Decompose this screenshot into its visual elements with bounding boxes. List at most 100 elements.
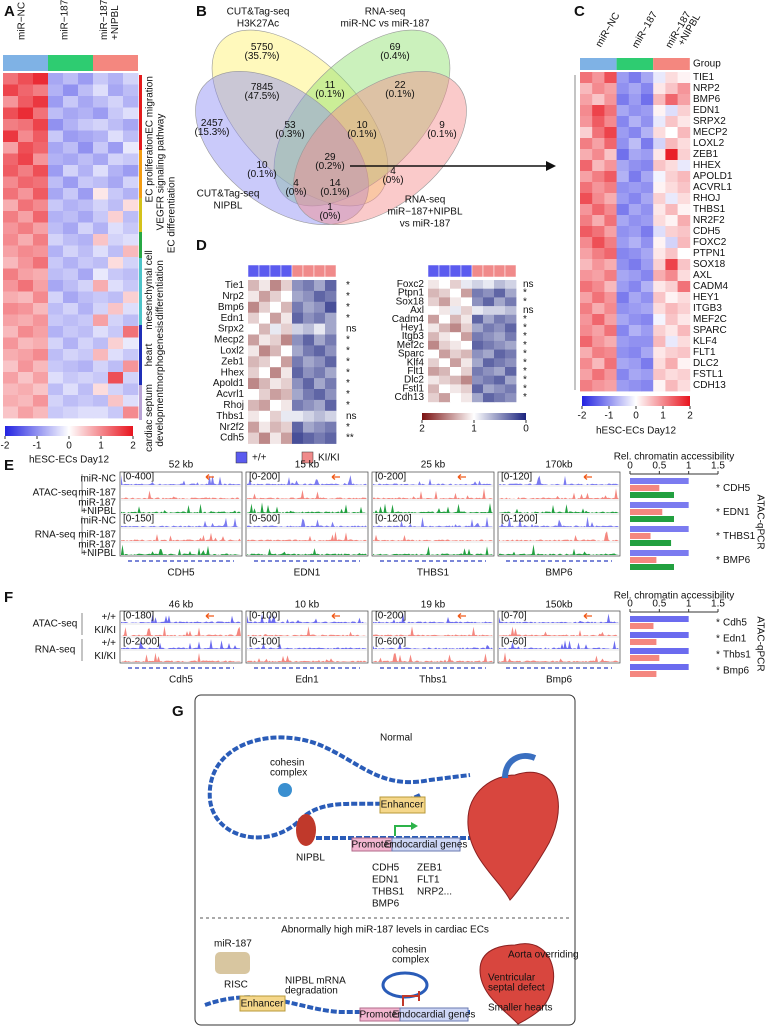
heatmap-cell	[461, 323, 473, 333]
heatmap-cell	[616, 270, 630, 282]
heatmap-cell	[3, 395, 19, 407]
heatmap-cell	[580, 226, 593, 238]
heatmap-cell	[63, 291, 79, 304]
gene-label: Itgb3	[402, 331, 425, 342]
scale-tick-label: 2	[687, 411, 693, 422]
heatmap-cell	[592, 138, 605, 150]
heatmap-cell	[665, 303, 678, 315]
venn-count: (47.5%)	[244, 91, 279, 102]
set-label: CUT&Tag-seq	[227, 7, 290, 18]
heatmap-cell	[665, 182, 678, 194]
heatmap-cell	[665, 380, 678, 392]
activation-arrow	[411, 822, 418, 830]
gene-label: ITGB3	[693, 303, 722, 314]
schematic-label: Aorta overriding	[508, 950, 579, 961]
gene-label: ZEB1	[693, 149, 718, 160]
gene-label: CDH5	[723, 483, 751, 494]
group-bar	[460, 264, 473, 278]
heatmap-cell	[628, 193, 642, 205]
heatmap-cell	[48, 245, 64, 258]
heatmap-cell	[439, 393, 451, 403]
track-label: miR-187	[78, 497, 116, 508]
color-scale	[422, 413, 526, 420]
chart-title: Rel. chromatin accessibility	[614, 452, 735, 463]
heatmap-cell	[78, 153, 94, 166]
heatmap-cell	[63, 406, 79, 419]
heatmap-cell	[483, 393, 495, 403]
heatmap-cell	[48, 199, 64, 212]
tss-arrow	[457, 474, 466, 480]
heatmap-cell	[592, 325, 605, 337]
group-bar	[653, 58, 690, 70]
heatmap-cell	[93, 360, 109, 373]
heatmap-cell	[450, 332, 462, 342]
heatmap-cell	[592, 204, 605, 216]
heatmap-cell	[123, 372, 139, 384]
heatmap-cell	[292, 410, 304, 423]
heatmap-cell	[303, 399, 315, 412]
heatmap-cell	[439, 367, 451, 377]
heatmap-cell	[325, 421, 337, 433]
heatmap-cell	[325, 389, 337, 401]
venn-count: (35.7%)	[244, 51, 279, 62]
heatmap-cell	[580, 314, 593, 326]
locus-size: 46 kb	[169, 600, 194, 611]
significance: *	[716, 666, 720, 677]
column-header: miR−187	[630, 9, 660, 50]
heatmap-cell	[108, 245, 124, 258]
annotation-label: mesenchymal cell	[144, 250, 155, 329]
heatmap-cell	[450, 367, 462, 377]
heatmap-cell	[604, 138, 617, 150]
heatmap-cell	[604, 281, 617, 293]
heatmap-cell	[78, 337, 94, 350]
assay-label: RNA-seq	[35, 645, 76, 656]
heatmap-cell	[325, 367, 337, 379]
heatmap-cell	[580, 149, 593, 161]
heatmap-cell	[78, 199, 94, 212]
heatmap-cell	[33, 199, 49, 212]
heatmap-cell	[439, 340, 451, 350]
gene-label: LOXL2	[693, 138, 725, 149]
heatmap-cell	[665, 138, 678, 150]
heatmap-cell	[93, 349, 109, 361]
heatmap-cell	[108, 372, 124, 384]
scale-tick-label: 0	[66, 441, 72, 452]
gene-label: Rhoj	[223, 400, 244, 411]
coverage-track	[247, 489, 367, 499]
heatmap-cell	[604, 358, 617, 370]
significance: ns	[523, 279, 534, 290]
repression	[402, 995, 418, 1006]
heatmap-cell	[641, 116, 654, 128]
bar	[630, 655, 660, 661]
heatmap-cell	[616, 215, 630, 227]
heatmap-cell	[63, 165, 79, 177]
heatmap-cell	[653, 281, 666, 293]
heatmap-cell	[48, 84, 64, 97]
heatmap-cell	[108, 349, 124, 361]
heatmap-cell	[472, 332, 484, 342]
heatmap-cell	[505, 332, 517, 342]
scale-label: hESC-ECs Day12	[29, 455, 109, 466]
heatmap-cell	[93, 372, 109, 384]
heatmap-cell	[628, 215, 642, 227]
heatmap-cell	[33, 395, 49, 407]
heatmap-cell	[48, 326, 64, 338]
gene-label: BMP6	[693, 94, 721, 105]
heatmap-cell	[641, 171, 654, 183]
tss-arrow	[331, 613, 340, 619]
heatmap-cell	[248, 356, 260, 368]
coverage-track	[373, 478, 493, 485]
heatmap-cell	[580, 281, 593, 293]
x-tick-label: 1.5	[711, 599, 725, 610]
heatmap-cell	[3, 257, 19, 269]
heatmap-cell	[677, 83, 691, 95]
schematic-label: FLT1	[417, 875, 440, 886]
heatmap-cell	[628, 369, 642, 381]
schematic-label: NIPBL mRNA	[285, 976, 346, 987]
heatmap-cell	[78, 268, 94, 281]
venn-count: 9	[439, 120, 445, 131]
heatmap-cell	[259, 378, 271, 390]
heatmap-cell	[281, 301, 293, 314]
heatmap-cell	[665, 325, 678, 337]
venn-count: 2457	[201, 118, 224, 129]
